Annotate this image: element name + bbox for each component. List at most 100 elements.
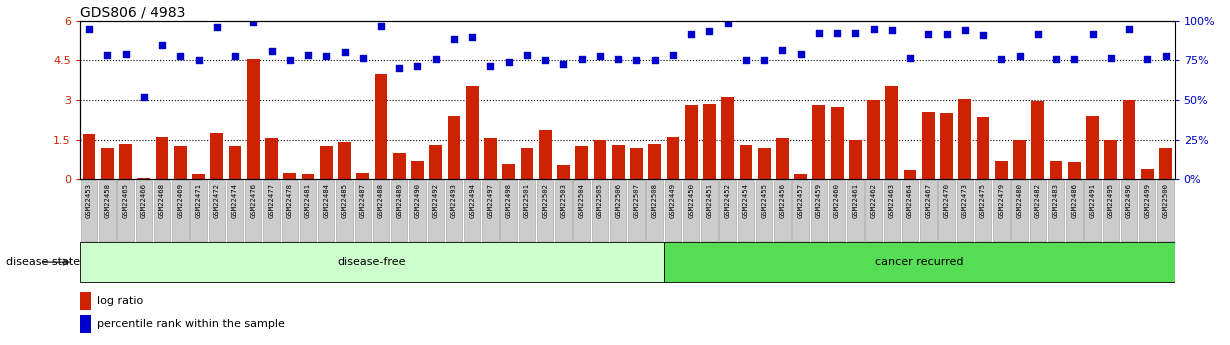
Text: GSM22451: GSM22451: [706, 183, 712, 217]
Bar: [411, 161, 424, 179]
FancyBboxPatch shape: [1085, 180, 1101, 241]
Bar: [576, 146, 588, 179]
Text: GSM22462: GSM22462: [871, 183, 877, 217]
Point: [79, 26, 98, 31]
Point: [1047, 56, 1066, 62]
FancyBboxPatch shape: [756, 180, 772, 241]
Bar: [813, 105, 825, 179]
Bar: [485, 138, 497, 179]
Bar: [192, 174, 205, 179]
Point: [371, 23, 391, 29]
FancyBboxPatch shape: [829, 180, 845, 241]
Text: log ratio: log ratio: [97, 296, 143, 306]
Text: GSM22466: GSM22466: [140, 183, 146, 217]
Text: GSM22484: GSM22484: [323, 183, 330, 217]
Point: [845, 30, 865, 36]
FancyBboxPatch shape: [482, 180, 498, 241]
Text: cancer recurred: cancer recurred: [875, 257, 963, 267]
Point: [481, 63, 501, 68]
FancyBboxPatch shape: [209, 180, 225, 241]
FancyBboxPatch shape: [226, 180, 244, 241]
Point: [1028, 31, 1048, 37]
Text: GSM22457: GSM22457: [797, 183, 803, 217]
Bar: [1086, 116, 1098, 179]
FancyBboxPatch shape: [555, 180, 572, 241]
Point: [1082, 31, 1102, 37]
Bar: [1032, 101, 1044, 179]
Text: GSM22480: GSM22480: [1016, 183, 1022, 217]
Point: [919, 31, 938, 37]
Bar: [995, 161, 1007, 179]
FancyBboxPatch shape: [647, 180, 663, 241]
Point: [171, 54, 191, 59]
FancyBboxPatch shape: [538, 180, 554, 241]
Bar: [101, 148, 113, 179]
FancyBboxPatch shape: [1048, 180, 1064, 241]
Bar: [594, 140, 606, 179]
FancyBboxPatch shape: [100, 180, 116, 241]
Point: [1156, 54, 1176, 59]
Bar: [849, 140, 862, 179]
FancyBboxPatch shape: [1011, 180, 1028, 241]
Text: GSM22471: GSM22471: [196, 183, 202, 217]
Text: GSM22504: GSM22504: [578, 183, 584, 217]
Point: [736, 58, 755, 63]
Point: [772, 47, 792, 52]
FancyBboxPatch shape: [883, 180, 900, 241]
Bar: [80, 292, 91, 310]
FancyBboxPatch shape: [592, 180, 608, 241]
Bar: [886, 86, 898, 179]
FancyBboxPatch shape: [847, 180, 863, 241]
Text: GSM22468: GSM22468: [159, 183, 165, 217]
Bar: [721, 97, 734, 179]
Bar: [1014, 140, 1026, 179]
Bar: [539, 130, 551, 179]
FancyBboxPatch shape: [172, 180, 188, 241]
FancyBboxPatch shape: [1121, 180, 1138, 241]
Point: [444, 37, 464, 42]
Point: [499, 59, 519, 65]
Point: [1119, 26, 1139, 31]
Text: GSM22454: GSM22454: [743, 183, 749, 217]
Text: GSM22486: GSM22486: [1071, 183, 1077, 217]
Text: GSM22485: GSM22485: [342, 183, 348, 217]
Text: GSM22496: GSM22496: [1125, 183, 1132, 217]
FancyBboxPatch shape: [1066, 180, 1082, 241]
Text: GSM22477: GSM22477: [268, 183, 274, 217]
Point: [153, 42, 172, 47]
FancyBboxPatch shape: [154, 180, 170, 241]
Text: GSM22449: GSM22449: [670, 183, 676, 217]
Point: [316, 54, 336, 59]
Point: [116, 51, 135, 57]
Point: [991, 56, 1011, 62]
Text: GSM22491: GSM22491: [1090, 183, 1096, 217]
Bar: [392, 153, 406, 179]
Text: GSM22458: GSM22458: [105, 183, 111, 217]
Text: GSM22507: GSM22507: [633, 183, 640, 217]
FancyBboxPatch shape: [920, 180, 936, 241]
Bar: [958, 99, 972, 179]
Text: GSM22494: GSM22494: [469, 183, 475, 217]
Text: GSM22460: GSM22460: [834, 183, 840, 217]
FancyBboxPatch shape: [610, 180, 626, 241]
Point: [954, 27, 974, 33]
Point: [390, 66, 410, 71]
Bar: [1159, 148, 1172, 179]
Text: GSM22456: GSM22456: [780, 183, 786, 217]
FancyBboxPatch shape: [501, 180, 517, 241]
Point: [134, 95, 154, 100]
FancyBboxPatch shape: [629, 180, 645, 241]
Text: GSM22508: GSM22508: [652, 183, 658, 217]
FancyBboxPatch shape: [300, 180, 316, 241]
FancyBboxPatch shape: [1030, 180, 1046, 241]
FancyBboxPatch shape: [263, 180, 279, 241]
FancyBboxPatch shape: [774, 180, 791, 241]
Text: GSM22489: GSM22489: [396, 183, 402, 217]
Bar: [1049, 161, 1063, 179]
Text: GSM22499: GSM22499: [1144, 183, 1150, 217]
Bar: [648, 144, 661, 179]
Bar: [338, 142, 351, 179]
Text: GSM22467: GSM22467: [925, 183, 931, 217]
Text: GSM22469: GSM22469: [177, 183, 183, 217]
Text: GSM22463: GSM22463: [889, 183, 895, 217]
